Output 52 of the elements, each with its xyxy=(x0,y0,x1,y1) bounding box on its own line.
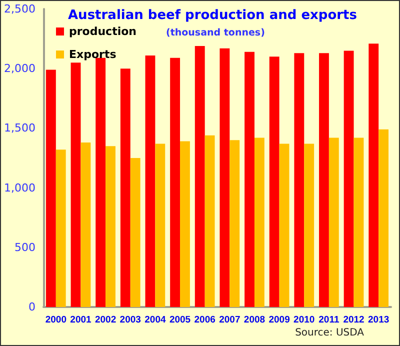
bar xyxy=(155,144,166,307)
bar xyxy=(106,146,116,307)
y-tick-label: 1,500 xyxy=(4,122,36,135)
x-tick-label: 2012 xyxy=(343,314,364,326)
bar xyxy=(220,48,230,307)
bar xyxy=(254,138,264,307)
bar xyxy=(80,142,91,307)
bar xyxy=(378,129,389,307)
bar xyxy=(194,46,205,307)
bar xyxy=(120,68,130,307)
x-tick-label: 2001 xyxy=(70,314,92,326)
y-tick-label: 2,000 xyxy=(4,62,36,76)
x-tick-label: 2006 xyxy=(194,314,216,326)
y-tick-label: 1,000 xyxy=(4,181,36,194)
bar xyxy=(279,144,290,307)
bar xyxy=(180,141,190,307)
bar xyxy=(244,52,254,307)
bar xyxy=(304,144,314,307)
bar xyxy=(46,70,56,307)
x-tick-label: 2011 xyxy=(318,314,340,326)
bar xyxy=(130,158,140,307)
bar xyxy=(354,138,364,307)
source-note: Source: USDA xyxy=(295,328,364,338)
bar xyxy=(294,53,304,307)
x-tick-label: 2013 xyxy=(368,314,390,326)
bar xyxy=(70,62,81,307)
x-tick-label: 2010 xyxy=(294,314,315,326)
bar xyxy=(204,135,215,307)
legend-label: production xyxy=(69,25,136,38)
x-tick-label: 2004 xyxy=(144,314,166,326)
bar xyxy=(368,44,379,307)
x-tick-label: 2008 xyxy=(244,314,266,326)
y-tick-label: 0 xyxy=(28,300,36,314)
x-tick-label: 2002 xyxy=(94,314,116,326)
y-tick-label: 500 xyxy=(14,240,36,254)
bar xyxy=(269,56,280,307)
y-tick-label: 2,500 xyxy=(4,2,36,16)
legend-label: Exports xyxy=(69,48,117,61)
x-tick-label: 2003 xyxy=(120,314,141,326)
x-tick-label: 2000 xyxy=(45,314,66,326)
bar xyxy=(319,53,329,307)
text: (thousand tonnes) xyxy=(166,28,265,38)
bar xyxy=(230,140,240,307)
x-tick-label: 2005 xyxy=(169,314,192,326)
bar xyxy=(328,138,339,307)
bar xyxy=(56,150,66,307)
bar xyxy=(145,55,156,307)
x-tick-label: 2009 xyxy=(268,314,290,326)
chart-title: Australian beef production and exports xyxy=(68,8,358,23)
bar xyxy=(344,50,354,307)
x-tick-label: 2007 xyxy=(219,314,240,326)
bar xyxy=(170,58,180,307)
